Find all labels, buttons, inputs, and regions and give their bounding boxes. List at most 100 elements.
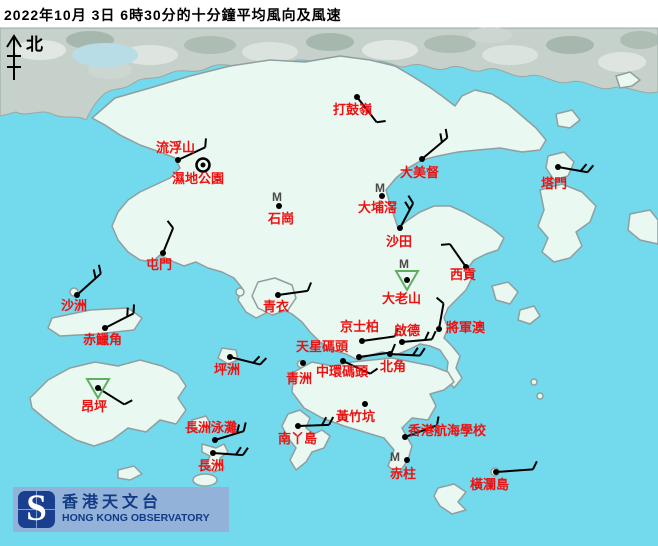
- wind-barb-feather: [393, 327, 399, 337]
- ne-island-1: [555, 109, 581, 129]
- m-marker: M: [272, 190, 282, 204]
- calm-marker-dot: [200, 162, 206, 168]
- wind-barb-feather: [404, 201, 411, 210]
- station-marker-dot: [359, 338, 365, 344]
- wind-barb-feather: [123, 399, 133, 406]
- lantau-island: [29, 359, 187, 447]
- station-marker-dot: [362, 401, 368, 407]
- wind-barb-feather: [444, 128, 449, 138]
- wind-barb-feather: [376, 119, 386, 124]
- station-label-central-pier: 中環碼頭: [316, 364, 369, 379]
- station-marker-dot: [340, 358, 346, 364]
- wind-barb-shaft: [358, 351, 392, 358]
- station-marker-dot: [102, 325, 108, 331]
- station-marker-dot: [175, 157, 181, 163]
- station-marker-dot: [95, 385, 101, 391]
- wind-barb-shaft: [214, 430, 244, 441]
- tsing-yi-island: [251, 277, 297, 316]
- station-label-kai-tak: 啟德: [394, 323, 421, 338]
- wind-barb-shaft: [212, 452, 243, 457]
- po-toi-island: [433, 483, 467, 515]
- station-marker-dot: [300, 360, 306, 366]
- wind-barb-feather: [166, 220, 174, 229]
- station-label-stanley: 赤柱: [390, 466, 417, 481]
- station-label-hk-sea-school: 香港航海學校: [408, 423, 487, 438]
- station-marker-dot: [275, 292, 281, 298]
- page-title: 2022年10月 3日 6時30分的十分鐘平均風向及風速: [4, 7, 342, 23]
- triangle-marker: [394, 270, 420, 292]
- wind-barb-feather: [419, 347, 426, 357]
- wind-barb-shaft: [229, 356, 261, 366]
- cheung-chau-island: [201, 443, 229, 473]
- hko-logo-icon: S: [18, 491, 55, 528]
- station-marker-dot: [397, 225, 403, 231]
- station-label-shek-kong: 石崗: [268, 211, 295, 226]
- wind-barb-shaft: [356, 96, 378, 123]
- station-marker-dot: [354, 94, 360, 100]
- wind-barb-shaft: [177, 146, 206, 161]
- station-marker-dot: [212, 437, 218, 443]
- wind-barb-feather: [435, 296, 445, 305]
- station-label-kings-park: 京士柏: [340, 319, 380, 334]
- station-marker-dot: [463, 264, 469, 270]
- wind-barb-feather: [424, 331, 430, 341]
- wind-barb-feather: [321, 416, 328, 426]
- wind-barb-shaft: [104, 312, 134, 329]
- ma-wan-island: [235, 287, 245, 297]
- wind-barb-feather: [97, 264, 102, 274]
- station-label-chek-lap-kok: 赤鱲角: [83, 332, 123, 347]
- wind-barb-shaft: [162, 227, 175, 254]
- port-shelter-island-2: [517, 305, 541, 325]
- wind-barb-shaft: [76, 272, 102, 296]
- wind-barb-feather: [306, 282, 313, 292]
- station-label-lau-fau-shan: 流浮山: [156, 140, 196, 155]
- station-label-tates-cairn: 大老山: [382, 291, 422, 306]
- station-marker-dot: [399, 339, 405, 345]
- soko-island-2: [117, 465, 143, 481]
- station-marker-dot: [555, 164, 561, 170]
- wind-barb-feather: [407, 195, 414, 204]
- m-marker: M: [375, 181, 385, 195]
- wind-barb-feather: [236, 424, 240, 434]
- wind-barb-shaft: [399, 202, 415, 229]
- wind-barb-shaft: [438, 303, 445, 330]
- station-label-waglan-island: 橫瀾島: [470, 477, 510, 492]
- station-marker-dot: [74, 292, 80, 298]
- station-label-sha-tin: 沙田: [386, 234, 413, 249]
- m-marker: M: [399, 257, 409, 271]
- station-marker-dot: [379, 193, 385, 199]
- station-label-cheung-chau-beach: 長洲泳灘: [185, 420, 238, 435]
- calm-marker: [195, 157, 211, 173]
- station-label-tap-mun: 塔門: [541, 176, 568, 191]
- wind-barb-shaft: [421, 137, 448, 160]
- wind-barb-shaft: [557, 166, 588, 174]
- wind-barb-shaft: [361, 335, 395, 342]
- wind-barb-feather: [439, 133, 443, 143]
- station-label-sai-kung: 西貢: [450, 267, 477, 282]
- hko-logo-chinese: 香港天文台: [62, 494, 163, 512]
- small-islet-1: [530, 378, 538, 386]
- wind-barb-feather: [204, 138, 207, 148]
- satellite-texture: [14, 27, 658, 79]
- wind-barb-shaft: [297, 423, 330, 427]
- hong-kong-island: [291, 357, 455, 475]
- station-label-wong-chuk-hang: 黃竹坑: [336, 409, 376, 424]
- wind-barb-feather: [92, 269, 97, 279]
- port-shelter-island-1: [491, 281, 519, 305]
- wind-barb-feather: [390, 343, 396, 353]
- station-marker-dot: [404, 277, 410, 283]
- wind-barb-feather: [369, 367, 379, 375]
- station-label-tai-po-kau: 大埔滘: [358, 200, 398, 215]
- wind-barb-feather: [579, 163, 588, 172]
- wind-barb-shaft: [404, 424, 438, 438]
- mirs-bay-island: [627, 209, 658, 245]
- station-label-north-point: 北角: [380, 359, 407, 374]
- station-marker-dot: [387, 351, 393, 357]
- station-marker-dot: [356, 354, 362, 360]
- station-marker-dot: [436, 326, 442, 332]
- m-marker: M: [390, 450, 400, 464]
- station-marker-dot: [404, 457, 410, 463]
- wind-barb-feather: [586, 164, 595, 173]
- station-marker-dot: [419, 156, 425, 162]
